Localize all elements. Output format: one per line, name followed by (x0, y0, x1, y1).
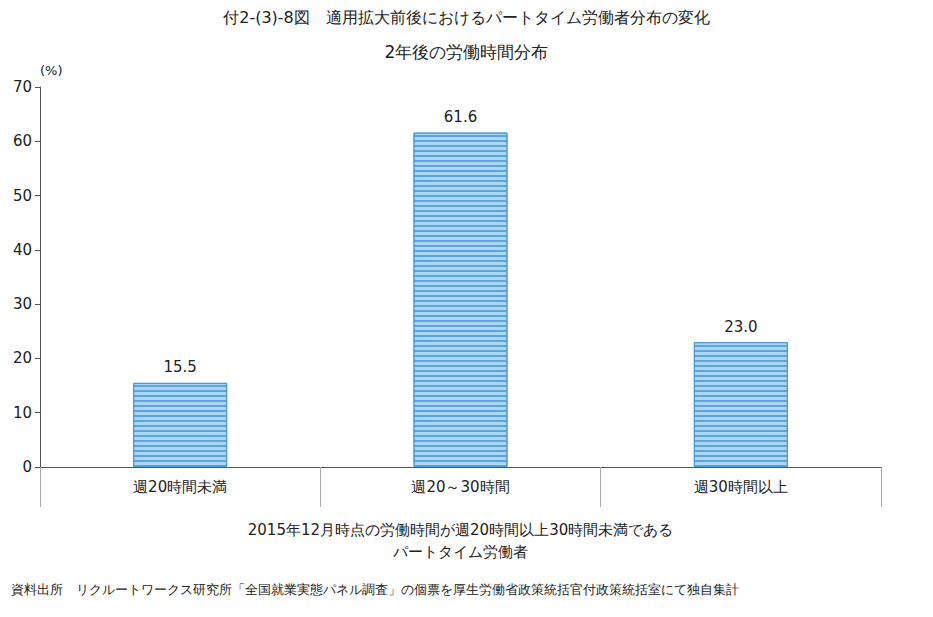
svg-text:パートタイム労働者: パートタイム労働者 (392, 543, 528, 561)
svg-text:週30時間以上: 週30時間以上 (694, 478, 788, 496)
svg-text:週20～30時間: 週20～30時間 (411, 478, 509, 496)
svg-text:0: 0 (22, 458, 32, 476)
svg-text:23.0: 23.0 (724, 318, 757, 336)
svg-text:付2-(3)-8図 適用拡大前後におけるパートタイム労働者分: 付2-(3)-8図 適用拡大前後におけるパートタイム労働者分布の変化 (222, 8, 710, 27)
svg-text:2年後の労働時間分布: 2年後の労働時間分布 (385, 42, 549, 62)
svg-text:61.6: 61.6 (444, 108, 477, 126)
svg-text:20: 20 (13, 349, 32, 367)
svg-text:週20時間未満: 週20時間未満 (133, 478, 227, 496)
svg-text:10: 10 (13, 404, 32, 422)
svg-text:40: 40 (13, 241, 32, 259)
svg-text:50: 50 (13, 187, 32, 205)
svg-text:30: 30 (13, 295, 32, 313)
svg-text:資料出所 リクルートワークス研究所「全国就業実態パネル調査」: 資料出所 リクルートワークス研究所「全国就業実態パネル調査」の個票を厚生労働省政… (11, 582, 739, 597)
svg-text:(%): (%) (40, 63, 63, 78)
svg-text:2015年12月時点の労働時間が週20時間以上30時間未満で: 2015年12月時点の労働時間が週20時間以上30時間未満である (248, 521, 673, 539)
svg-text:60: 60 (13, 132, 32, 150)
svg-text:15.5: 15.5 (163, 358, 196, 376)
svg-text:70: 70 (13, 78, 32, 96)
